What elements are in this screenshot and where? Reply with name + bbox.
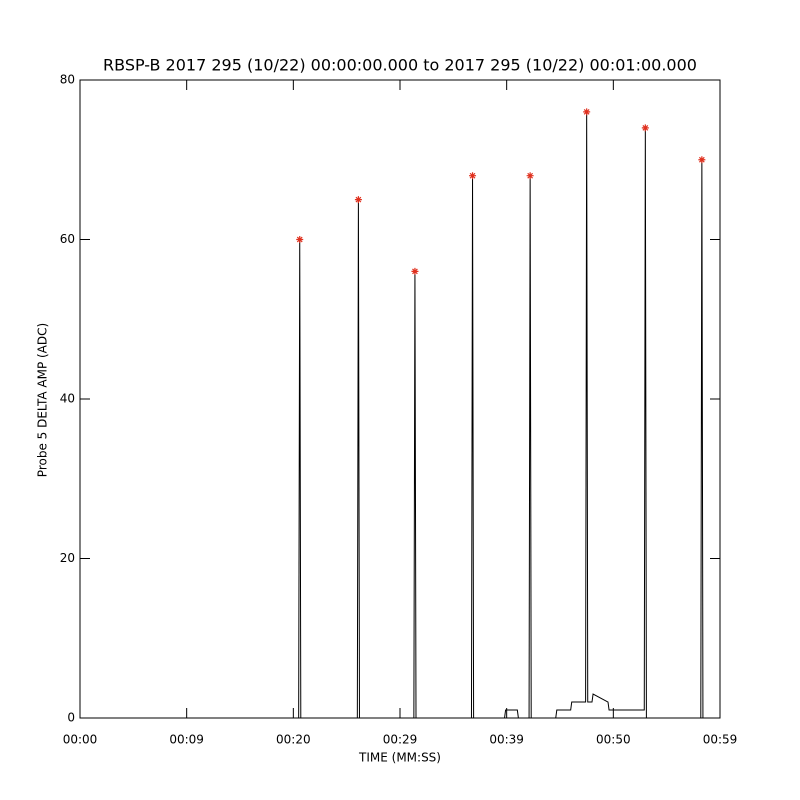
x-axis-label: TIME (MM:SS) [358,751,441,765]
x-tick-label: 00:50 [596,733,631,747]
x-tick-label: 00:20 [276,733,311,747]
x-tick-label: 00:00 [63,733,98,747]
peak-marker [698,156,706,164]
y-tick-label: 80 [60,73,75,87]
y-tick-label: 40 [60,392,75,406]
peak-marker [411,267,419,275]
peak-marker [354,196,362,204]
peak-marker [526,172,534,180]
x-tick-label: 00:09 [169,733,204,747]
peak-marker [641,124,649,132]
peak-marker [583,108,591,116]
y-tick-label: 60 [60,232,75,246]
peak-marker [469,172,477,180]
x-tick-label: 00:29 [383,733,418,747]
y-tick-label: 20 [60,551,75,565]
y-tick-label: 0 [67,711,75,725]
data-line [80,111,720,719]
x-tick-label: 00:59 [703,733,738,747]
chart-title: RBSP-B 2017 295 (10/22) 00:00:00.000 to … [103,56,697,75]
peak-marker [296,236,304,243]
x-tick-label: 00:39 [489,733,524,747]
y-axis-label: Probe 5 DELTA AMP (ADC) [36,323,50,477]
